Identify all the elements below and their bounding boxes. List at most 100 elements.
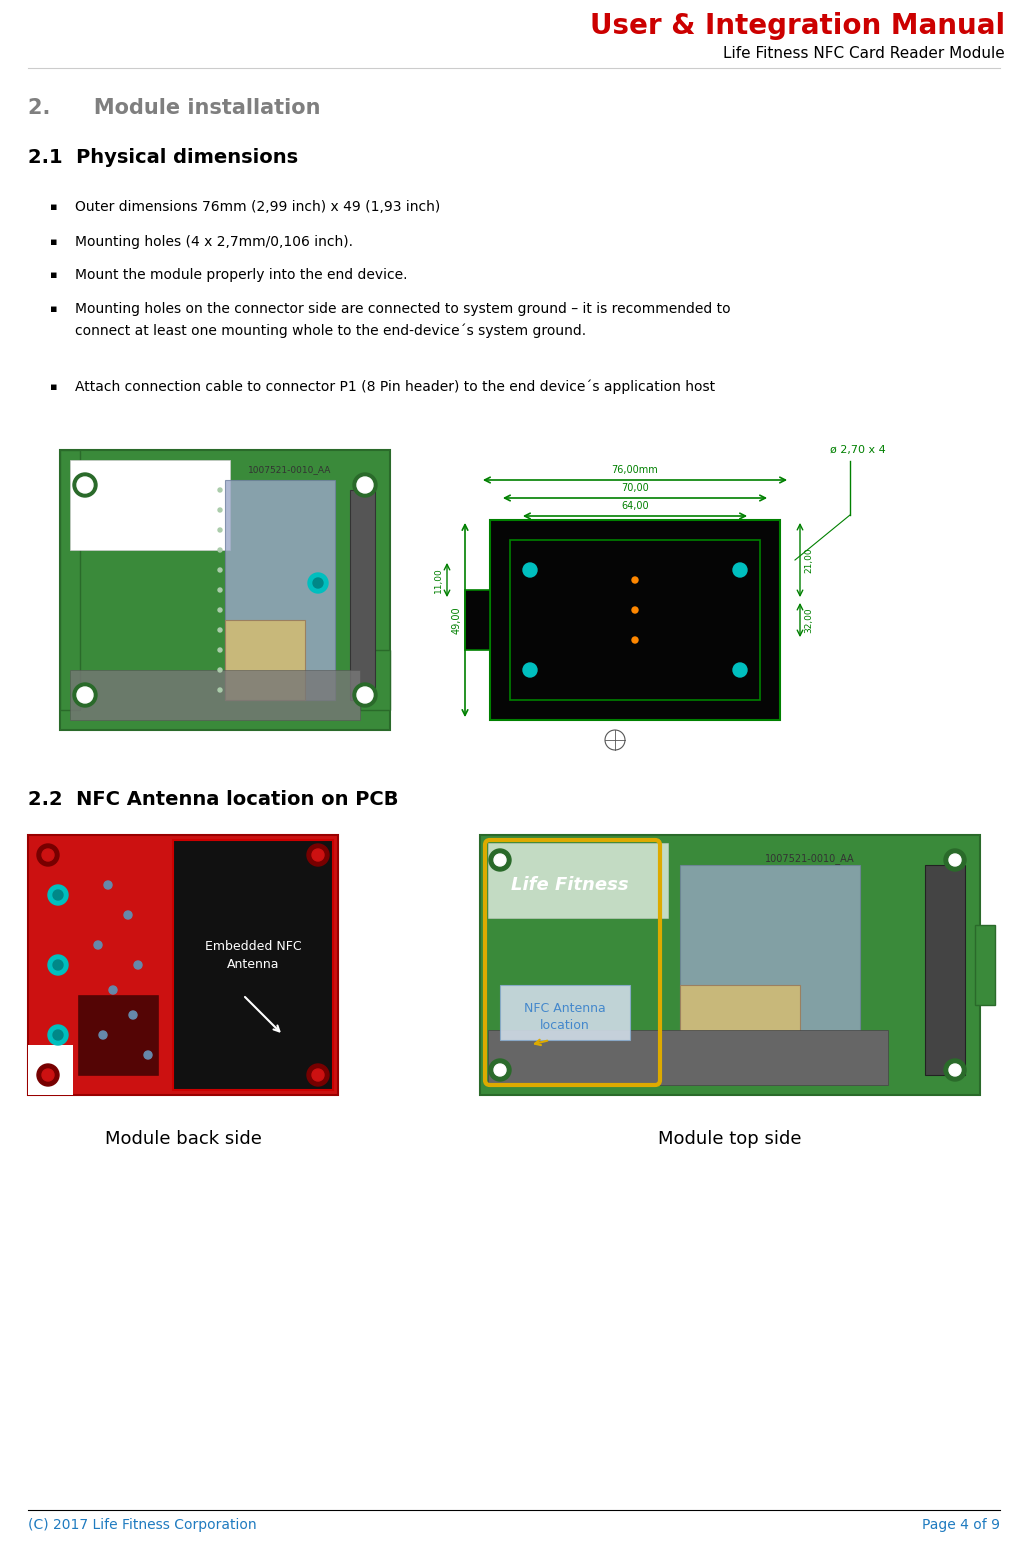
Circle shape [632, 636, 638, 642]
Circle shape [733, 663, 747, 676]
Circle shape [313, 1070, 324, 1081]
Circle shape [53, 890, 63, 899]
Bar [488, 1029, 888, 1085]
Circle shape [353, 474, 377, 497]
Bar [975, 926, 995, 1005]
Circle shape [42, 1070, 54, 1081]
Circle shape [94, 941, 102, 949]
Bar [28, 1045, 73, 1094]
Circle shape [73, 474, 97, 497]
Bar [225, 621, 305, 700]
Circle shape [48, 1025, 68, 1045]
Circle shape [42, 848, 54, 861]
Text: 2.      Module installation: 2. Module installation [28, 98, 321, 118]
Bar [28, 834, 338, 1094]
Bar [173, 841, 333, 1090]
Circle shape [307, 844, 329, 865]
Circle shape [218, 488, 222, 492]
Circle shape [218, 649, 222, 652]
Text: NFC Antenna
location: NFC Antenna location [524, 1002, 605, 1033]
Circle shape [218, 568, 222, 573]
Bar [680, 865, 860, 1074]
Text: Mounting holes on the connector side are connected to system ground – it is reco: Mounting holes on the connector side are… [75, 302, 731, 337]
Circle shape [313, 848, 324, 861]
Circle shape [733, 563, 747, 577]
Bar [360, 650, 390, 711]
Circle shape [37, 844, 59, 865]
Text: Life Fitness NFC Card Reader Module: Life Fitness NFC Card Reader Module [724, 46, 1005, 60]
Circle shape [489, 848, 511, 872]
Circle shape [489, 1059, 511, 1081]
Bar [465, 590, 490, 650]
Circle shape [944, 848, 966, 872]
Text: 32,00: 32,00 [804, 607, 813, 633]
Text: ▪: ▪ [50, 269, 58, 280]
Circle shape [218, 687, 222, 692]
Text: Life Fitness: Life Fitness [86, 500, 214, 520]
Text: 76,00mm: 76,00mm [612, 464, 658, 475]
Text: 2.1  Physical dimensions: 2.1 Physical dimensions [28, 149, 298, 167]
Circle shape [949, 1063, 961, 1076]
Circle shape [218, 669, 222, 672]
Circle shape [357, 687, 373, 703]
Text: Page 4 of 9: Page 4 of 9 [922, 1519, 1000, 1533]
Text: ▪: ▪ [50, 237, 58, 248]
Circle shape [73, 683, 97, 707]
Bar [70, 670, 360, 720]
Circle shape [109, 986, 117, 994]
Circle shape [523, 663, 537, 676]
Text: Outer dimensions 76mm (2,99 inch) x 49 (1,93 inch): Outer dimensions 76mm (2,99 inch) x 49 (… [75, 200, 440, 214]
Text: Life Fitness: Life Fitness [511, 876, 629, 895]
Circle shape [313, 577, 323, 588]
Text: User & Integration Manual: User & Integration Manual [590, 12, 1005, 40]
Circle shape [37, 1063, 59, 1087]
Circle shape [99, 1031, 107, 1039]
Bar [60, 450, 390, 731]
Text: ▪: ▪ [50, 303, 58, 314]
Text: Embedded NFC
Antenna: Embedded NFC Antenna [205, 940, 301, 971]
Text: Attach connection cable to connector P1 (8 Pin header) to the end device´s appli: Attach connection cable to connector P1 … [75, 379, 715, 395]
Text: ▪: ▪ [50, 382, 58, 392]
Bar [480, 834, 980, 1094]
Circle shape [632, 607, 638, 613]
Circle shape [494, 1063, 506, 1076]
Circle shape [357, 477, 373, 492]
Bar [60, 450, 80, 711]
Circle shape [494, 854, 506, 865]
Circle shape [307, 1063, 329, 1087]
Circle shape [353, 683, 377, 707]
Text: ▪: ▪ [50, 201, 58, 212]
Text: Mount the module properly into the end device.: Mount the module properly into the end d… [75, 268, 407, 282]
Circle shape [218, 548, 222, 553]
Bar [488, 844, 668, 918]
Circle shape [77, 687, 93, 703]
Text: Module top side: Module top side [658, 1130, 802, 1149]
Circle shape [218, 608, 222, 611]
Text: 49,00: 49,00 [452, 607, 462, 633]
Bar [350, 491, 375, 700]
Circle shape [48, 955, 68, 975]
Circle shape [144, 1051, 152, 1059]
Text: Mounting holes (4 x 2,7mm/0,106 inch).: Mounting holes (4 x 2,7mm/0,106 inch). [75, 235, 353, 249]
Text: 1007521-0010_AA: 1007521-0010_AA [249, 464, 332, 474]
Bar [510, 540, 760, 700]
Circle shape [48, 885, 68, 906]
Circle shape [308, 573, 328, 593]
Text: 21,00: 21,00 [804, 546, 813, 573]
Bar [490, 520, 780, 720]
Bar [78, 995, 158, 1074]
Circle shape [77, 477, 93, 492]
Bar [225, 480, 335, 700]
Circle shape [124, 912, 132, 920]
Circle shape [53, 960, 63, 971]
Text: (C) 2017 Life Fitness Corporation: (C) 2017 Life Fitness Corporation [28, 1519, 257, 1533]
Circle shape [944, 1059, 966, 1081]
Text: 2.2  NFC Antenna location on PCB: 2.2 NFC Antenna location on PCB [28, 789, 399, 810]
Text: Module back side: Module back side [105, 1130, 261, 1149]
Circle shape [218, 628, 222, 632]
Bar [925, 865, 965, 1074]
Circle shape [218, 528, 222, 533]
Text: 1007521-0010_AA: 1007521-0010_AA [765, 853, 855, 864]
Circle shape [523, 563, 537, 577]
Circle shape [218, 508, 222, 512]
